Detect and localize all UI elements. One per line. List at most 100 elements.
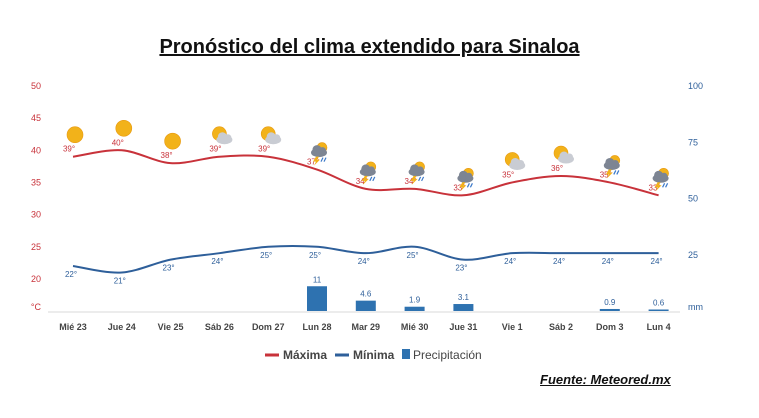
chart-title: Pronóstico del clima extendido para Sina… bbox=[159, 36, 580, 58]
sun-shape bbox=[66, 126, 84, 144]
max-temp-label: 39° bbox=[209, 145, 221, 154]
sun-icon bbox=[66, 126, 84, 144]
precip-value-label: 0.6 bbox=[653, 299, 665, 308]
cloud-shape bbox=[566, 153, 573, 161]
precip-bar bbox=[355, 300, 376, 311]
max-temp-label: 37° bbox=[307, 158, 319, 167]
rain-drop-shape bbox=[372, 176, 376, 182]
max-temp-label: 36° bbox=[551, 164, 563, 173]
x-tick-label: Lun 4 bbox=[647, 322, 671, 332]
max-temp-label: 35° bbox=[502, 170, 514, 179]
min-temp-label: 22° bbox=[65, 270, 77, 279]
storm-icon bbox=[359, 161, 377, 185]
y-right-tick-label: 100 bbox=[688, 81, 703, 91]
y-left-tick-label: 20 bbox=[31, 274, 41, 284]
precip-bar bbox=[453, 304, 474, 311]
sun-icon bbox=[164, 132, 181, 150]
cloud-shape bbox=[611, 159, 619, 167]
rain-drop-shape bbox=[421, 176, 425, 182]
min-temp-label: 25° bbox=[260, 251, 272, 260]
min-temp-label: 23° bbox=[163, 264, 175, 273]
y-left-tick-label: 40 bbox=[31, 145, 41, 155]
precip-value-label: 11 bbox=[313, 275, 322, 284]
rain-drop-shape bbox=[323, 157, 327, 162]
precip-value-label: 3.1 bbox=[458, 293, 470, 302]
cloud-shape bbox=[224, 134, 232, 142]
y-left-unit-label: °C bbox=[31, 302, 42, 312]
x-tick-label: Mié 23 bbox=[59, 322, 87, 332]
rain-drop-shape bbox=[616, 170, 620, 175]
min-temp-line bbox=[72, 244, 659, 274]
lightning-shape bbox=[654, 182, 662, 192]
cloud-shape bbox=[465, 172, 473, 180]
min-temp-label: 24° bbox=[651, 257, 663, 266]
partly-cloudy-icon bbox=[212, 126, 233, 145]
x-tick-label: Lun 28 bbox=[302, 322, 331, 332]
sun-icon bbox=[115, 120, 133, 137]
min-temp-label: 21° bbox=[114, 276, 126, 285]
min-temp-label: 24° bbox=[602, 257, 614, 266]
y-right-unit-label: mm bbox=[688, 302, 703, 312]
precip-bar bbox=[404, 306, 425, 311]
rain-drop-shape bbox=[613, 170, 617, 175]
x-tick-label: Jue 31 bbox=[449, 322, 477, 332]
min-temp-label: 23° bbox=[455, 264, 467, 273]
sun-shape bbox=[164, 132, 181, 150]
precip-value-label: 4.6 bbox=[360, 290, 372, 299]
min-temp-label: 25° bbox=[309, 251, 321, 260]
legend-item-minima: Mínima bbox=[335, 348, 395, 362]
sun-shape bbox=[115, 120, 133, 137]
storm-icon bbox=[652, 168, 669, 192]
rain-drop-shape bbox=[469, 183, 473, 188]
max-temp-label: 38° bbox=[161, 151, 173, 160]
min-temp-label: 24° bbox=[211, 257, 223, 266]
y-left-tick-label: 25 bbox=[31, 242, 41, 252]
max-temp-label: 34° bbox=[356, 177, 368, 186]
storm-icon bbox=[457, 168, 474, 192]
y-right-tick-label: 25 bbox=[688, 250, 698, 260]
cloud-shape bbox=[660, 172, 668, 180]
x-tick-label: Vie 25 bbox=[158, 322, 184, 332]
max-temp-label: 40° bbox=[112, 138, 124, 147]
source-label: Fuente: Meteored.mx bbox=[540, 372, 671, 387]
storm-icon bbox=[311, 142, 328, 166]
cloud-shape bbox=[319, 147, 326, 155]
precip-bar bbox=[648, 309, 669, 311]
legend-label: Precipitación bbox=[413, 348, 482, 362]
storm-icon bbox=[603, 155, 621, 179]
precip-value-label: 1.9 bbox=[409, 296, 421, 305]
legend-item-maxima: Máxima bbox=[265, 348, 327, 362]
cloud-shape bbox=[367, 166, 375, 174]
lightning-shape bbox=[459, 182, 467, 192]
rain-drop-shape bbox=[665, 183, 669, 188]
partly-cloudy-icon bbox=[553, 145, 574, 164]
cloud-shape bbox=[517, 159, 525, 167]
legend-swatch bbox=[402, 349, 410, 359]
min-temp-label: 24° bbox=[504, 257, 516, 266]
lightning-shape bbox=[361, 175, 369, 185]
min-temp-label: 24° bbox=[553, 257, 565, 266]
cloud-shape bbox=[416, 166, 424, 174]
partly-cloudy-icon bbox=[504, 152, 526, 170]
max-temp-label: 33° bbox=[649, 183, 661, 192]
x-tick-label: Dom 3 bbox=[596, 322, 624, 332]
storm-icon bbox=[408, 161, 425, 185]
max-temp-label: 35° bbox=[600, 170, 612, 179]
partly-cloudy-icon bbox=[260, 126, 282, 145]
max-temp-label: 33° bbox=[453, 183, 465, 192]
rain-drop-shape bbox=[369, 176, 373, 182]
lightning-shape bbox=[605, 169, 613, 179]
max-temp-label: 34° bbox=[405, 177, 417, 186]
min-temp-label: 24° bbox=[358, 257, 370, 266]
max-temp-label: 39° bbox=[63, 145, 75, 154]
rain-drop-shape bbox=[418, 176, 422, 182]
x-tick-label: Mar 29 bbox=[352, 322, 381, 332]
rain-drop-shape bbox=[466, 183, 470, 188]
y-right-tick-label: 50 bbox=[688, 194, 698, 204]
y-left-tick-label: 30 bbox=[31, 210, 41, 220]
y-left-tick-label: 50 bbox=[31, 81, 41, 91]
x-tick-label: Jue 24 bbox=[108, 322, 136, 332]
x-tick-label: Dom 27 bbox=[252, 322, 285, 332]
y-right-tick-label: 75 bbox=[688, 137, 698, 147]
